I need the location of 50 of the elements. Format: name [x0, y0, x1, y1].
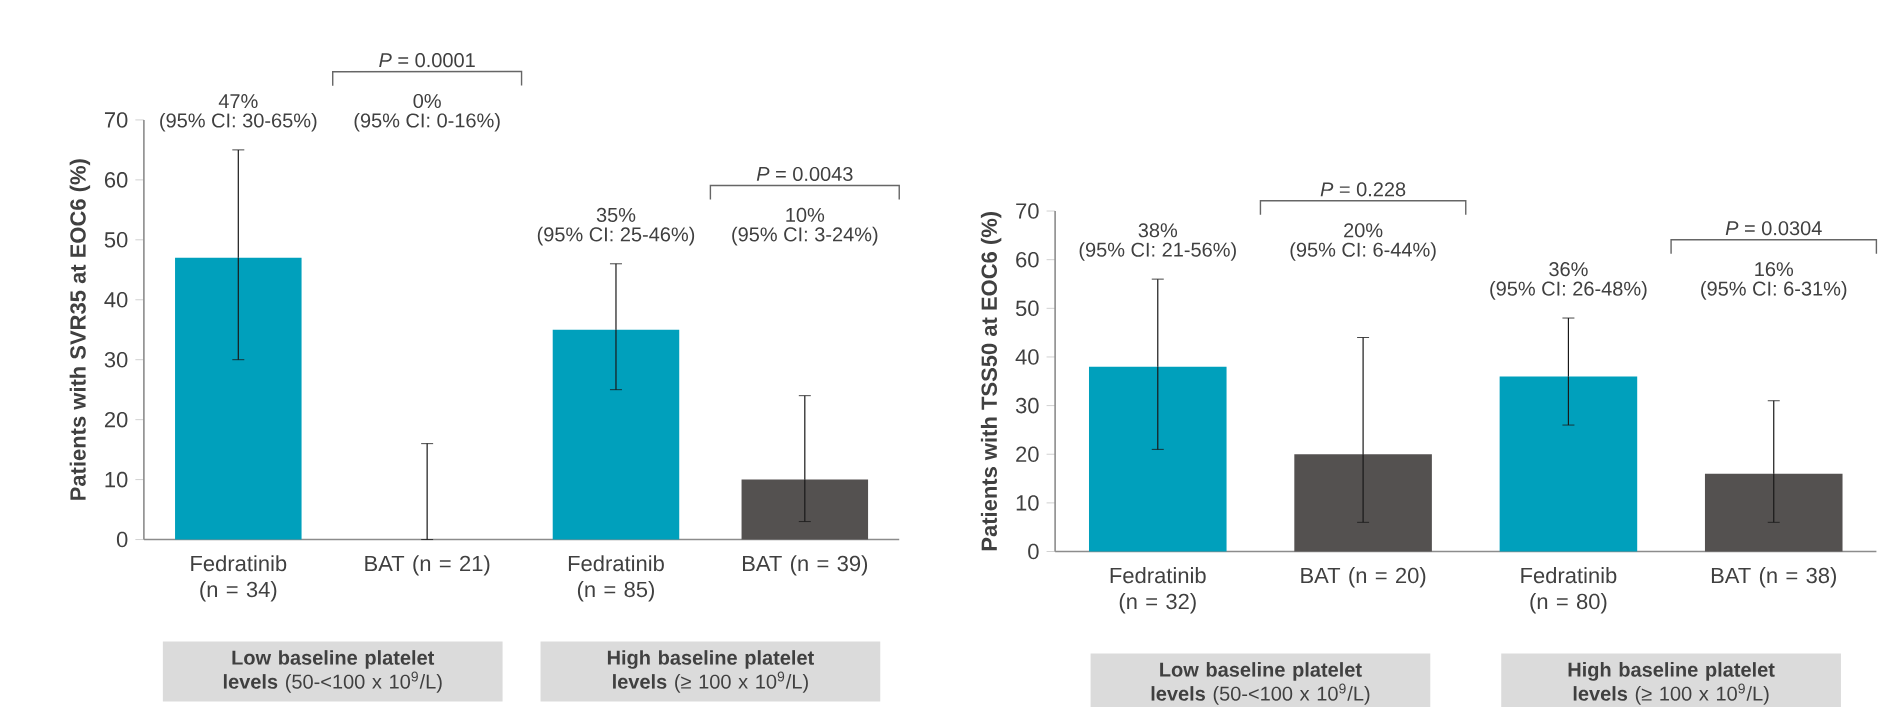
text: P = 0.228 — [1320, 182, 1406, 197]
x-tick-label: BAT (n = 21) — [365, 554, 490, 576]
text: High baseline platelet levels (≥ 100 x 10$^{9}$/L) — [1568, 661, 1775, 705]
y-axis-title: Patients with TSS50 at EOC6 (%) — [980, 211, 1002, 551]
y-tick-label: 0 — [1028, 543, 1039, 560]
y-axis-title: Patients with SVR35 at EOC6 (%) — [69, 159, 91, 500]
x-tick-label: BAT (n = 39) — [743, 554, 868, 576]
y-tick-label: 30 — [1015, 397, 1039, 414]
text: Low baseline platelet levels (50-<100 x 10$^{9}$/L) — [223, 649, 442, 693]
annotation: 36% — [1549, 261, 1588, 277]
text: Low baseline platelet levels (50-<100 x 10$^{9}$/L) — [1151, 661, 1370, 705]
annotation: 35% — [596, 207, 636, 222]
y-tick-label: 40 — [104, 291, 128, 308]
y-tick-label: 70 — [1016, 203, 1039, 219]
annotation: P = 0.0043 — [756, 166, 853, 181]
y-tick-label: 50 — [104, 231, 128, 248]
y-tick-label: 50 — [1015, 300, 1039, 316]
annotation: (95% CI: 21-56%) — [1079, 241, 1236, 261]
annotation: 20% — [1344, 223, 1383, 238]
y-tick-label: 10 — [1016, 494, 1039, 511]
annotation: (95% CI: 26-48%) — [1490, 280, 1647, 300]
text: 47% — [218, 93, 258, 108]
annotation: (95% CI: 30-65%) — [160, 112, 317, 132]
annotation: (95% CI: 0-16%) — [354, 112, 500, 132]
annotation: (95% CI: 3-24%) — [732, 226, 878, 246]
annotation: 10% — [786, 207, 825, 222]
annotation: (95% CI: 6-44%) — [1290, 241, 1436, 261]
y-tick-label: 30 — [104, 351, 128, 368]
x-tick-label: Fedratinib (n = 34) — [191, 554, 287, 602]
x-tick-label: Fedratinib (n = 80) — [1521, 566, 1617, 614]
y-tick-label: 60 — [104, 171, 128, 188]
y-tick-label: 70 — [104, 111, 128, 128]
annotation: (95% CI: 25-46%) — [537, 226, 695, 246]
text: P = 0.0001 — [379, 52, 475, 68]
x-tick-label: Fedratinib (n = 32) — [1110, 566, 1206, 614]
y-tick-label: 20 — [104, 411, 128, 428]
y-tick-label: 20 — [1016, 446, 1039, 462]
annotation: 16% — [1755, 261, 1794, 277]
text: High baseline platelet levels (≥ 100 x 10$^{9}$/L) — [607, 649, 814, 693]
x-tick-label: BAT (n = 20) — [1301, 566, 1426, 588]
x-tick-label: BAT (n = 38) — [1711, 566, 1836, 588]
annotation: (95% CI: 6-31%) — [1701, 280, 1847, 300]
y-tick-label: 10 — [105, 471, 128, 488]
text: 0% — [413, 93, 441, 108]
y-tick-label: 0 — [116, 531, 128, 548]
y-tick-label: 60 — [1016, 251, 1039, 268]
annotation: 38% — [1138, 223, 1178, 238]
annotation: P = 0.0304 — [1725, 220, 1822, 236]
x-tick-label: Fedratinib (n = 85) — [568, 554, 664, 602]
y-tick-label: 40 — [1015, 349, 1039, 365]
